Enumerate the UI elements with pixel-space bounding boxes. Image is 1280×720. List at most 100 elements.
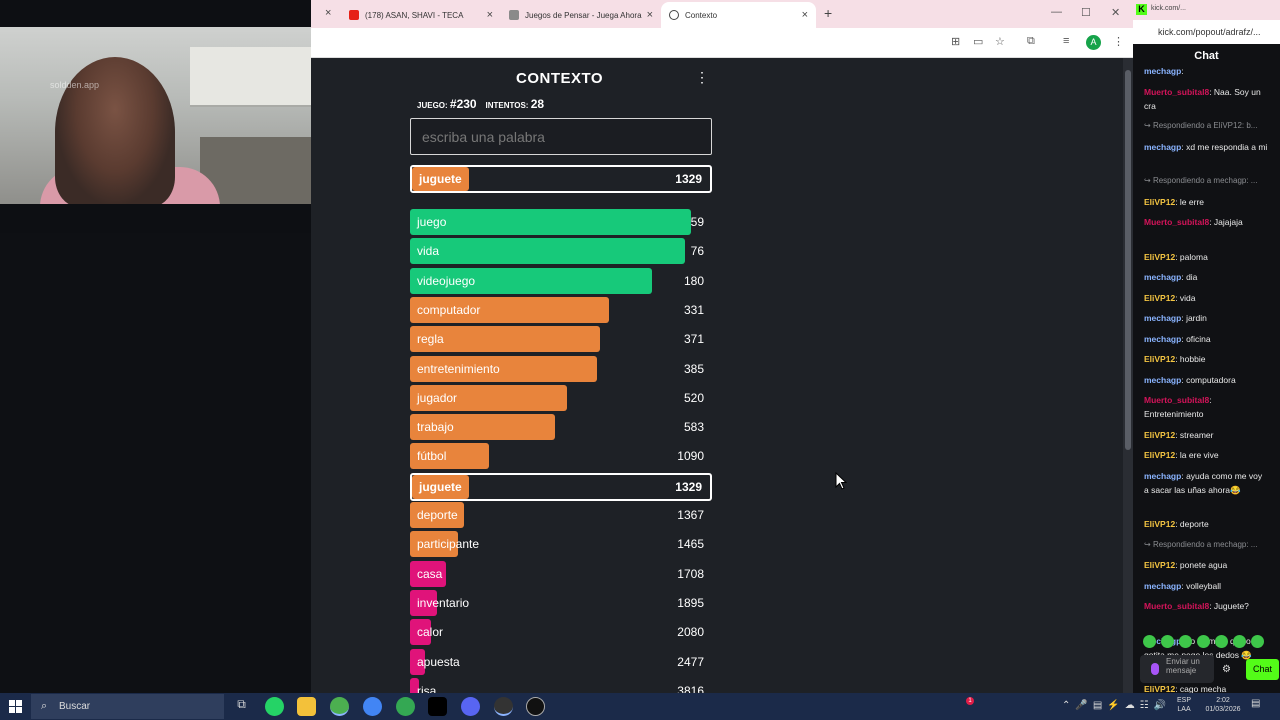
similarity-bar [410,560,446,587]
guess-word: fútbol [417,449,447,464]
menu-icon[interactable]: ⋮ [1113,36,1124,48]
scrollbar-thumb[interactable] [1125,70,1131,450]
media-icon[interactable]: ≡ [1063,35,1070,47]
emote-icon[interactable] [1251,635,1264,648]
game-number: #230 [449,97,477,111]
profile-avatar[interactable]: A [1086,35,1101,50]
chat-header: Chat [1194,50,1219,62]
close-icon[interactable]: × [325,7,332,19]
chat-message: mechagp: jardin [1144,313,1207,323]
similarity-bar [410,267,652,294]
chrome-profile-icon[interactable] [363,697,382,716]
chat-url[interactable]: kick.com/popout/adrafz/... [1133,20,1280,44]
game-label: JUEGO: [417,101,448,110]
cast-icon[interactable]: ▭ [973,36,984,48]
chat-username[interactable]: EliVP12 [1144,354,1176,364]
tab-juegos[interactable]: Juegos de Pensar - Juega Ahora × [501,2,661,28]
chat-text: ayuda como me voy a sacar las uñas ahora… [1144,470,1263,495]
chat-username[interactable]: Muerto_subital8 [1144,217,1210,227]
chat-username[interactable]: Muerto_subital8 [1144,395,1210,405]
guess-word: jugador [417,390,458,405]
close-icon[interactable]: × [646,9,653,21]
chat-username[interactable]: EliVP12 [1144,251,1176,262]
close-window-icon[interactable]: ✕ [1111,7,1121,19]
guess-row: calor 2080 [410,619,712,646]
chat-message: mechagp: dia [1144,272,1198,282]
extensions-icon[interactable]: ⧉ [1027,35,1035,47]
guess-rank: 1465 [677,537,704,552]
chat-message: EliVP12: streamer [1144,429,1214,440]
guess-rank: 520 [683,390,704,405]
star-icon[interactable]: ☆ [995,36,1005,48]
windows-start-icon[interactable] [9,700,22,713]
chat-username[interactable]: EliVP12 [1144,450,1176,460]
emote-icon[interactable] [1161,635,1174,648]
chat-message: EliVP12: vida [1144,292,1196,303]
chrome-icon[interactable] [330,697,349,716]
notification-icon[interactable]: ▤ [1251,698,1261,709]
emote-icon[interactable] [1215,635,1228,648]
chat-username[interactable]: Muerto_subital8 [1144,601,1210,611]
page-scrollbar[interactable] [1123,58,1133,693]
similarity-bar [412,167,469,191]
emote-icon[interactable] [1197,635,1210,648]
game-title: CONTEXTO [516,70,604,87]
chat-username[interactable]: mechagp [1144,333,1182,344]
chat-username[interactable]: EliVP12 [1144,519,1176,529]
chat-username[interactable]: mechagp [1144,374,1182,385]
emote-bar[interactable] [1143,635,1273,649]
discord-icon[interactable] [461,697,480,716]
system-tray[interactable]: ⌃🎤▤⚡☁☷🔊 [1062,700,1172,711]
maximize-icon[interactable]: ☐ [1081,7,1091,19]
emote-icon[interactable] [1179,635,1192,648]
game-icon [509,10,519,20]
gear-icon[interactable]: ⚙ [1222,664,1231,675]
chat-username[interactable]: EliVP12 [1144,429,1176,440]
chat-username[interactable]: EliVP12 [1144,292,1176,303]
close-icon[interactable]: × [801,9,808,21]
similarity-bar [410,296,609,323]
emote-icon[interactable] [1143,635,1156,648]
tiktok-icon[interactable] [428,697,447,716]
tab-contexto[interactable]: Contexto × [661,2,816,28]
emote-icon[interactable] [1233,635,1246,648]
chat-username[interactable]: Muerto_subital8 [1144,86,1210,97]
file-explorer-icon[interactable] [297,697,316,716]
guess-input[interactable] [410,118,712,155]
chat-username[interactable]: EliVP12 [1144,684,1176,694]
chat-username[interactable]: mechagp [1144,313,1182,323]
clock[interactable]: 2:02 01/03/2026 [1201,696,1245,714]
obs-icon[interactable] [494,697,513,716]
chrome-profile2-icon[interactable] [396,697,415,716]
close-icon[interactable]: × [486,9,493,21]
chat-username[interactable]: EliVP12 [1144,560,1176,570]
app-icon[interactable] [526,697,545,716]
task-view-icon[interactable]: ⧉ [237,697,246,711]
chat-username[interactable]: mechagp [1144,66,1182,76]
new-tab-button[interactable]: + [824,5,833,21]
minimize-icon[interactable]: — [1051,6,1062,18]
guess-word: entretenimiento [417,361,500,376]
reply-text: Respondiendo a EliVP12: b... [1152,121,1258,130]
taskbar-search[interactable]: ⌕ Buscar [31,694,224,719]
chat-text: Juguete? [1213,601,1249,611]
kitchen-counter [200,137,311,204]
chat-username[interactable]: mechagp [1144,580,1182,591]
address-bar[interactable] [311,28,1133,58]
game-info: JUEGO: #230 INTENTOS: 28 [417,97,544,111]
tab-youtube[interactable]: (178) ASAN, SHAVI - TECA × [341,2,501,28]
chat-send-button[interactable]: Chat [1246,659,1279,680]
chat-username[interactable]: EliVP12 [1144,196,1176,207]
clock-time: 2:02 [1216,697,1230,704]
mic-icon[interactable] [1151,663,1159,675]
translate-icon[interactable]: ⊞ [951,36,961,48]
options-menu-icon[interactable]: ⋮ [695,69,709,85]
clock-date: 01/03/2026 [1205,706,1241,713]
chat-username[interactable]: mechagp [1144,272,1182,282]
language-indicator[interactable]: ESP LAA [1177,696,1191,714]
chat-username[interactable]: mechagp [1144,470,1182,481]
whatsapp-icon[interactable] [265,697,284,716]
guess-rank: 2477 [677,654,704,669]
guess-row: inventario 1895 [410,589,712,616]
chat-username[interactable]: mechagp [1144,141,1182,152]
